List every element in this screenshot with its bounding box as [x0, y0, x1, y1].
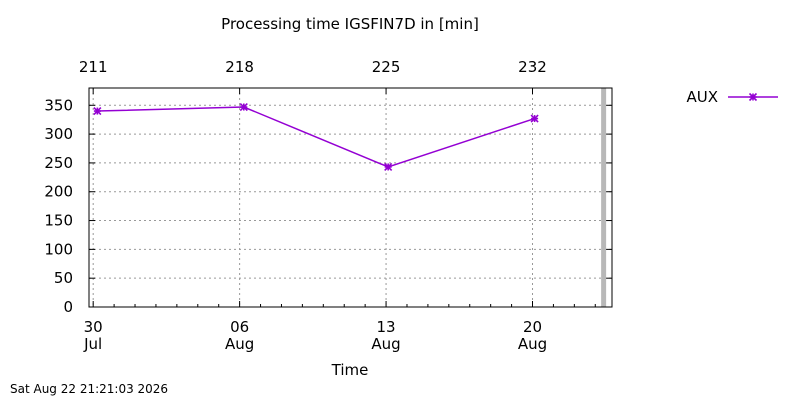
legend-marker [748, 92, 758, 102]
x-tick-sublabel: Jul [83, 335, 102, 353]
current-time-marker [601, 88, 607, 307]
y-axis-ticks: 0 50 100 150 200 250 300 350 [44, 96, 612, 316]
legend-label: AUX [686, 88, 718, 106]
data-point [384, 162, 393, 172]
y-tick-label: 150 [44, 212, 73, 230]
y-tick-label: 350 [44, 96, 73, 114]
grid-lines [89, 88, 612, 307]
y-tick-label: 250 [44, 154, 73, 172]
y-tick-label: 100 [44, 240, 73, 258]
y-tick-label: 200 [44, 183, 73, 201]
x-tick-sublabel: Aug [371, 335, 400, 353]
y-tick-label: 300 [44, 125, 73, 143]
x-tick-label: 06 [230, 318, 249, 336]
x-tick-sublabel: Aug [225, 335, 254, 353]
legend: AUX [686, 88, 778, 106]
y-tick-label: 0 [63, 298, 73, 316]
series-line-aux [97, 106, 535, 168]
x-tick-label: 30 [84, 318, 103, 336]
chart-title: Processing time IGSFIN7D in [min] [221, 15, 479, 33]
data-point [530, 114, 539, 123]
x-top-tick-label: 218 [225, 58, 254, 76]
y-tick-label: 50 [54, 269, 73, 287]
x-top-tick-label: 211 [79, 58, 108, 76]
x-tick-sublabel: Aug [518, 335, 547, 353]
series-layer [93, 102, 539, 172]
x-top-tick-label: 232 [518, 58, 547, 76]
plot-border [88, 87, 613, 308]
data-point [239, 102, 248, 112]
footer-timestamp: Sat Aug 22 21:21:03 2026 [10, 382, 169, 396]
x-top-tick-label: 225 [372, 58, 401, 76]
x-axis-label: Time [331, 361, 369, 379]
data-point [93, 106, 102, 116]
x-axis-top-ticks: 211 218 225 232 [79, 58, 547, 94]
x-tick-label: 20 [523, 318, 542, 336]
x-tick-label: 13 [377, 318, 396, 336]
